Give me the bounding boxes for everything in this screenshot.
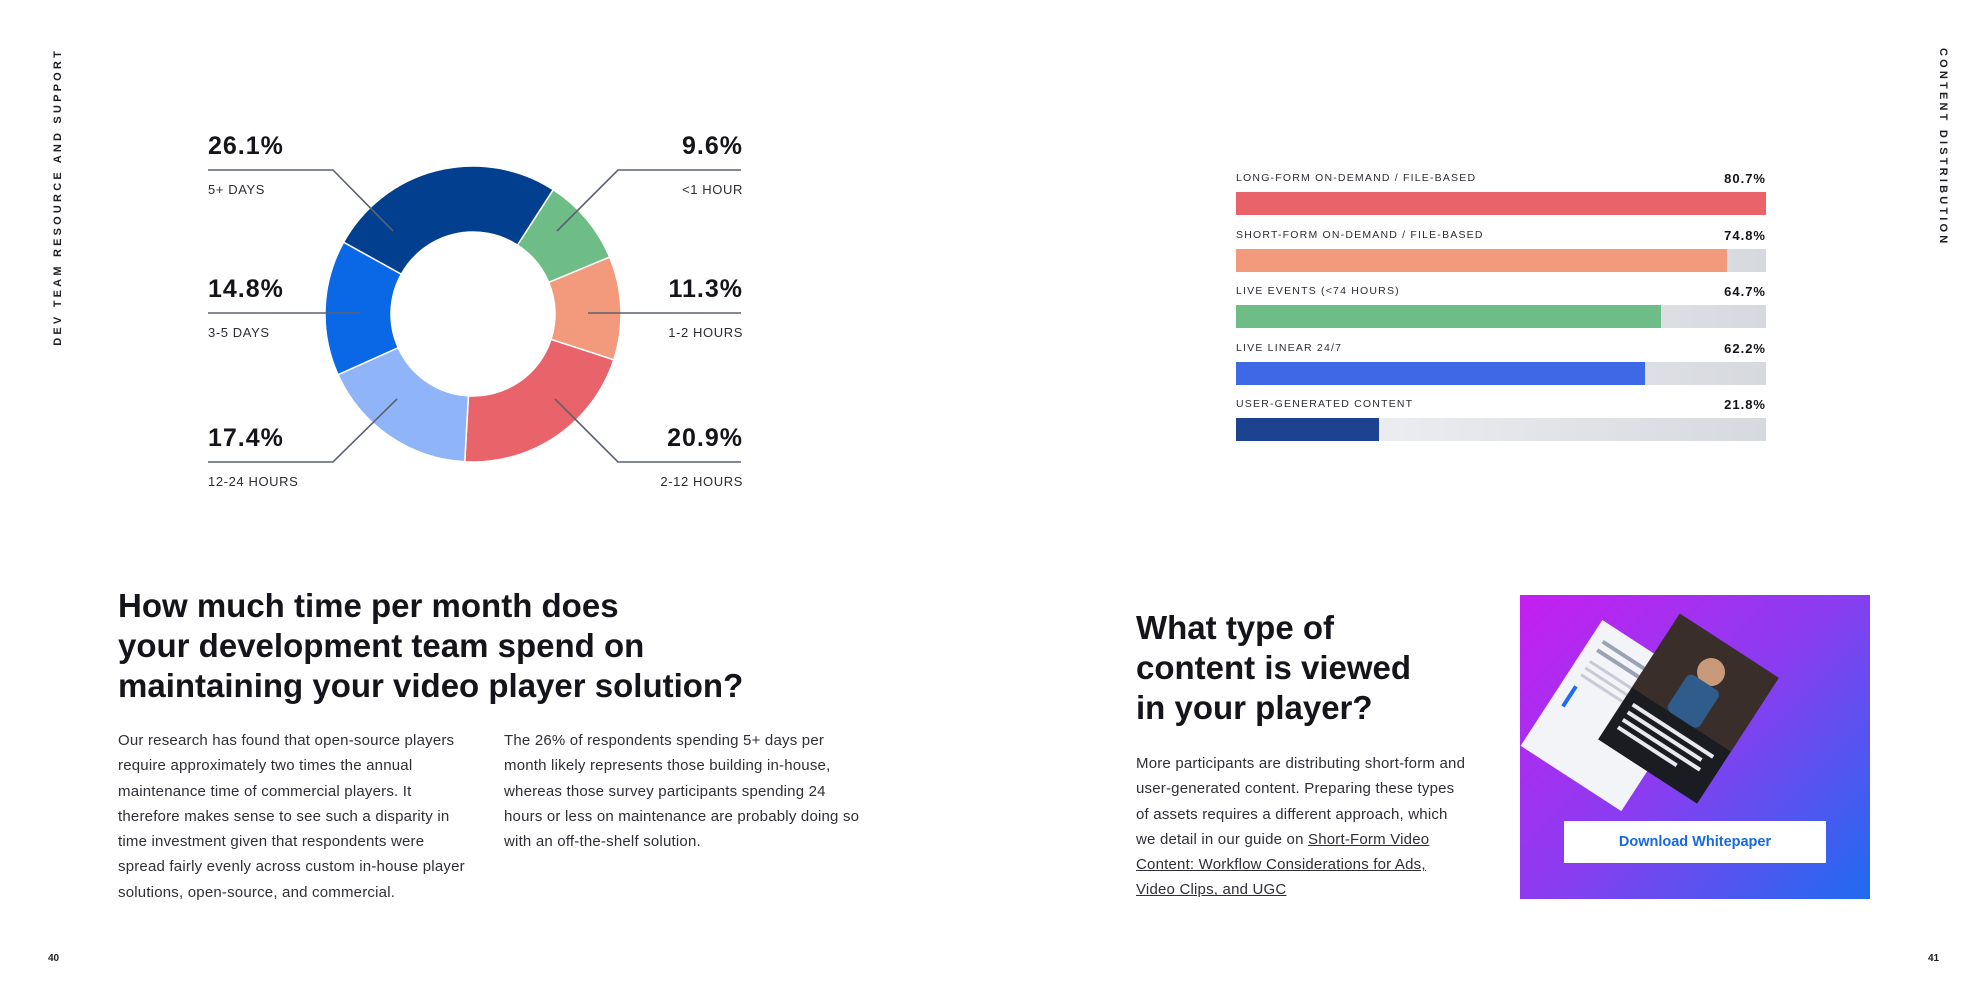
callout-label-lt-1-hour: <1 HOUR: [682, 182, 743, 197]
bar-value-label: 21.8%: [1724, 397, 1766, 412]
callout-leader-line: [556, 169, 741, 232]
callout-leader-line: [208, 169, 394, 232]
callout-label-2-12-hours: 2-12 HOURS: [660, 474, 743, 489]
heading-line: What type of: [1136, 609, 1334, 646]
callout-value-lt-1-hour: 9.6%: [682, 132, 743, 160]
donut-slice-2-12-hours: [463, 338, 615, 463]
left-paragraph-2: The 26% of respondents spending 5+ days …: [504, 732, 860, 851]
page-number-right: 41: [1928, 953, 1940, 964]
callout-label-12-24-hours: 12-24 HOURS: [208, 474, 299, 489]
bar-value-label: 74.8%: [1724, 227, 1766, 243]
right-paragraph-text: More participants are distributing short…: [1136, 755, 1466, 848]
bar-fill: [1236, 192, 1766, 215]
callout-value-3-5-days: 14.8%: [208, 275, 284, 303]
whitepaper-promo-card: Download Whitepaper: [1520, 595, 1870, 899]
right-section-heading: What type of content is viewed in your p…: [1136, 608, 1411, 728]
callout-value-2-12-hours: 20.9%: [667, 424, 743, 452]
bar-track: [1236, 192, 1766, 215]
callout-leader-line: [554, 398, 741, 463]
bar-category-label: LIVE LINEAR 24/7: [1236, 341, 1343, 354]
bar-category-label: LIVE EVENTS (<74 HOURS): [1236, 285, 1400, 297]
heading-line: your development team spend on: [118, 627, 645, 664]
whitepaper-guide-link[interactable]: Short-Form Video Content: Workflow Consi…: [1136, 830, 1430, 899]
bar-track: [1236, 305, 1766, 328]
donut-slice-3-5-days: [324, 241, 403, 376]
callout-label-1-2-hours: 1-2 HOURS: [668, 325, 743, 340]
page-number-left: 40: [48, 953, 60, 964]
heading-line: content is viewed: [1136, 649, 1412, 686]
donut-slice-5-days: [342, 165, 555, 276]
callout-value-12-24-hours: 17.4%: [208, 424, 284, 452]
bar-category-label: USER-GENERATED CONTENT: [1236, 398, 1414, 410]
bar-fill: [1236, 361, 1645, 385]
callout-label-5-plus-days: 5+ DAYS: [208, 182, 266, 197]
bar-value-label: 64.7%: [1724, 284, 1766, 299]
whitepaper-cover-illustration: [1520, 613, 1779, 812]
callout-value-5-plus-days: 26.1%: [208, 132, 284, 160]
download-whitepaper-button[interactable]: Download Whitepaper: [1564, 821, 1826, 863]
bar-fill: [1236, 248, 1728, 272]
bar-track: [1236, 248, 1766, 272]
callout-leader-line: [208, 398, 398, 463]
left-section-heading: How much time per month does your develo…: [118, 586, 743, 706]
bar-category-label: SHORT-FORM ON-DEMAND / FILE-BASED: [1236, 228, 1484, 241]
right-paragraph: More participants are distributing short…: [1136, 751, 1466, 903]
bar-value-label: 62.2%: [1724, 340, 1766, 356]
heading-line: in your player?: [1136, 689, 1373, 726]
bar-track: [1236, 361, 1766, 385]
heading-line: How much time per month does: [118, 587, 619, 624]
bar-track: [1236, 418, 1766, 441]
bar-value-label: 80.7%: [1724, 171, 1766, 186]
section-side-label-right: CONTENT DISTRIBUTION: [1937, 48, 1949, 247]
bar-fill: [1236, 305, 1661, 328]
heading-line: maintaining your video player solution?: [118, 667, 744, 704]
bar-fill: [1236, 418, 1380, 441]
callout-value-1-2-hours: 11.3%: [668, 275, 743, 303]
callout-label-3-5-days: 3-5 DAYS: [208, 325, 270, 340]
bar-category-label: LONG-FORM ON-DEMAND / FILE-BASED: [1236, 172, 1477, 184]
left-paragraph-1: Our research has found that open-source …: [118, 732, 465, 901]
